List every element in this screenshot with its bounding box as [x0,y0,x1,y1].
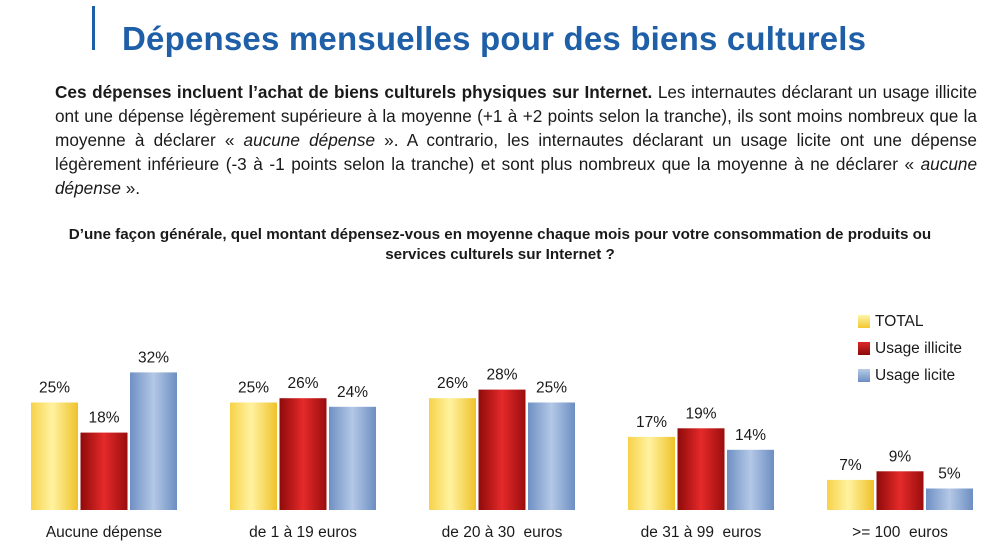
chart-legend: TOTAL Usage illicite Usage licite [858,308,962,389]
legend-label-licite: Usage licite [875,366,956,384]
legend-label-total: TOTAL [875,312,924,330]
bar-licite-plus-de-100 [926,488,973,510]
bar-total-de-1-a-19 [230,402,277,510]
intro-italic-1: aucune dépense [243,130,376,150]
category-label-de-20-a-30: de 20 à 30 euros [442,524,563,541]
bar-total-de-20-a-30 [429,398,476,510]
bar-total-plus-de-100 [827,479,874,510]
legend-swatch-total [858,315,870,328]
chart-question: D’une façon générale, quel montant dépen… [68,226,932,263]
data-label-illicite-aucune: 18% [88,410,119,427]
bar-total-de-31-a-99 [628,436,675,510]
intro-text-1: Les internautes déclarant un usage illic… [55,82,977,150]
data-label-illicite-plus-de-100: 9% [889,448,912,465]
data-label-licite-plus-de-100: 5% [938,466,961,483]
data-label-licite-de-1-a-19: 24% [337,384,368,401]
bar-illicite-aucune [80,432,128,510]
title-accent-bar [92,6,95,50]
bar-illicite-de-20-a-30 [478,389,526,510]
data-label-total-de-31-a-99: 17% [636,414,667,431]
bar-illicite-de-1-a-19 [279,398,327,510]
bar-total-aucune [31,402,78,510]
data-label-illicite-de-31-a-99: 19% [685,405,716,422]
category-label-de-1-a-19: de 1 à 19 euros [249,524,357,541]
data-label-licite-de-20-a-30: 25% [536,380,567,397]
legend-item-illicite: Usage illicite [858,335,962,362]
bar-licite-de-31-a-99 [727,449,774,510]
data-label-licite-de-31-a-99: 14% [735,427,766,444]
category-label-plus-de-100: >= 100 euros [852,524,948,541]
category-label-aucune: Aucune dépense [46,524,162,541]
legend-item-licite: Usage licite [858,362,962,389]
data-label-total-de-20-a-30: 26% [437,375,468,392]
bar-licite-de-20-a-30 [528,402,575,510]
data-label-illicite-de-20-a-30: 28% [486,367,517,384]
page-title: Dépenses mensuelles pour des biens cultu… [122,20,867,57]
bar-licite-aucune [130,372,177,510]
bar-illicite-plus-de-100 [876,471,924,510]
legend-swatch-licite [858,369,870,382]
data-label-total-de-1-a-19: 25% [238,380,269,397]
category-label-de-31-a-99: de 31 à 99 euros [641,524,762,541]
data-label-total-aucune: 25% [39,380,70,397]
legend-swatch-illicite [858,342,870,355]
legend-item-total: TOTAL [858,308,962,335]
data-label-illicite-de-1-a-19: 26% [287,375,318,392]
bar-illicite-de-31-a-99 [677,428,725,510]
intro-text-3: ». [120,178,141,198]
bar-licite-de-1-a-19 [329,406,376,510]
data-label-total-plus-de-100: 7% [839,457,862,474]
intro-paragraph: Ces dépenses incluent l’achat de biens c… [55,80,977,200]
data-label-licite-aucune: 32% [138,349,169,366]
legend-label-illicite: Usage illicite [875,339,963,357]
intro-text-2: ». A contrario, les internautes déclaran… [55,130,977,174]
intro-bold-sentence: Ces dépenses incluent l’achat de biens c… [55,82,653,102]
intro-italic-2: aucune dépense [55,154,977,198]
